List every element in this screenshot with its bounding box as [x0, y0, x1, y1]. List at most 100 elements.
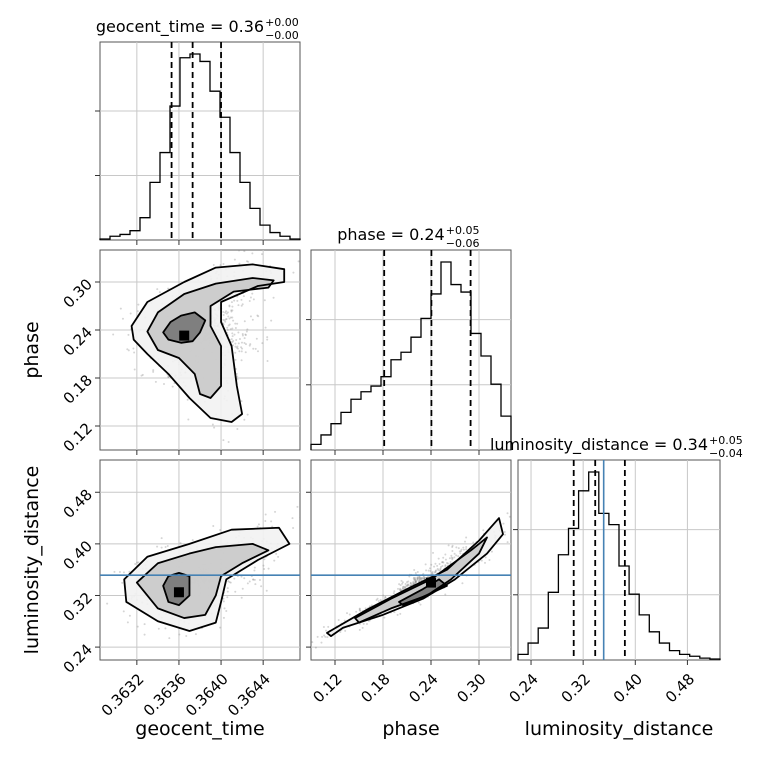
sample-point: [249, 343, 252, 346]
sample-point: [270, 520, 273, 523]
sample-point: [128, 614, 131, 617]
sample-point: [442, 556, 445, 559]
sample-point: [219, 529, 222, 532]
sample-point: [444, 553, 447, 556]
sample-point: [524, 505, 526, 507]
sample-point: [230, 338, 233, 341]
sample-point: [355, 610, 358, 613]
sample-point: [234, 351, 237, 354]
sample-point: [431, 572, 434, 575]
sample-point: [303, 505, 305, 507]
sample-point: [408, 575, 411, 578]
sample-point: [168, 637, 171, 640]
sample-point: [160, 537, 163, 540]
sample-point: [162, 383, 165, 386]
sample-point: [246, 413, 249, 416]
sample-point: [230, 301, 233, 304]
sample-point: [237, 342, 240, 345]
sample-point: [238, 350, 241, 353]
sample-point: [128, 570, 131, 573]
sample-point: [252, 298, 255, 301]
error-plus: +0.05: [446, 224, 480, 237]
sample-point: [326, 636, 329, 639]
sample-point: [444, 564, 447, 567]
panel-frame: [99, 41, 301, 241]
y-tick-label: 0.40: [60, 537, 96, 573]
sample-point: [227, 315, 230, 318]
sample-point: [243, 418, 246, 421]
sample-point: [414, 580, 417, 583]
sample-point: [191, 539, 194, 542]
sample-point: [417, 601, 420, 604]
sample-point: [461, 582, 464, 585]
sample-point: [432, 551, 435, 554]
sample-point: [430, 571, 433, 574]
x-tick-label: 0.40: [610, 670, 646, 706]
sample-point: [440, 561, 443, 564]
sample-point: [222, 313, 225, 316]
sample-point: [423, 577, 426, 580]
sample-point: [273, 559, 276, 562]
sample-point: [453, 552, 456, 555]
sample-point: [515, 527, 517, 529]
sample-point: [158, 291, 161, 294]
sample-point: [316, 635, 319, 638]
x-tick-label: 0.30: [453, 670, 489, 706]
sample-point: [234, 345, 237, 348]
sample-point: [449, 561, 452, 564]
sample-point: [213, 426, 216, 429]
sample-point: [299, 516, 300, 519]
histogram-luminosity_distance: [517, 471, 721, 660]
sample-point: [368, 605, 371, 608]
sample-point: [234, 358, 237, 361]
sample-point: [484, 556, 487, 559]
sample-point: [439, 568, 442, 571]
sample-point: [227, 324, 230, 327]
sample-point: [240, 596, 243, 599]
sample-point: [445, 561, 448, 564]
sample-point: [423, 576, 426, 579]
sample-point: [245, 260, 248, 263]
sample-point: [230, 310, 233, 313]
sample-point: [405, 581, 408, 584]
sample-point: [384, 596, 387, 599]
sample-point: [232, 339, 235, 342]
sample-point: [229, 316, 232, 319]
sample-point: [364, 607, 367, 610]
sample-point: [451, 549, 454, 552]
sample-point: [424, 576, 427, 579]
sample-point: [258, 579, 261, 582]
sample-point: [413, 578, 416, 581]
density-peak: [179, 330, 190, 341]
sample-point: [240, 298, 243, 301]
sample-point: [419, 579, 422, 582]
sample-point: [238, 338, 241, 341]
sample-point: [423, 577, 426, 580]
sample-point: [211, 423, 214, 426]
sample-point: [441, 564, 444, 567]
sample-point: [156, 545, 159, 548]
sample-point: [416, 577, 419, 580]
sample-point: [231, 335, 234, 338]
sample-point: [460, 550, 463, 553]
sample-point: [422, 577, 425, 580]
sample-point: [253, 566, 256, 569]
sample-point: [433, 571, 436, 574]
sample-point: [240, 350, 243, 353]
x-tick-label: 0.3640: [182, 670, 232, 720]
sample-point: [237, 304, 240, 307]
x-tick-label: 0.3644: [224, 670, 274, 720]
sample-point: [255, 337, 258, 340]
sample-point: [409, 582, 412, 585]
sample-point: [359, 609, 362, 612]
sample-point: [370, 604, 373, 607]
sample-point: [194, 633, 197, 636]
sample-point: [434, 570, 437, 573]
sample-point: [413, 568, 416, 571]
sample-point: [126, 348, 129, 351]
sample-point: [244, 334, 247, 337]
sample-point: [438, 562, 441, 565]
y-tick-label: 0.48: [60, 486, 96, 522]
sample-point: [137, 303, 140, 306]
sample-point: [417, 576, 420, 579]
